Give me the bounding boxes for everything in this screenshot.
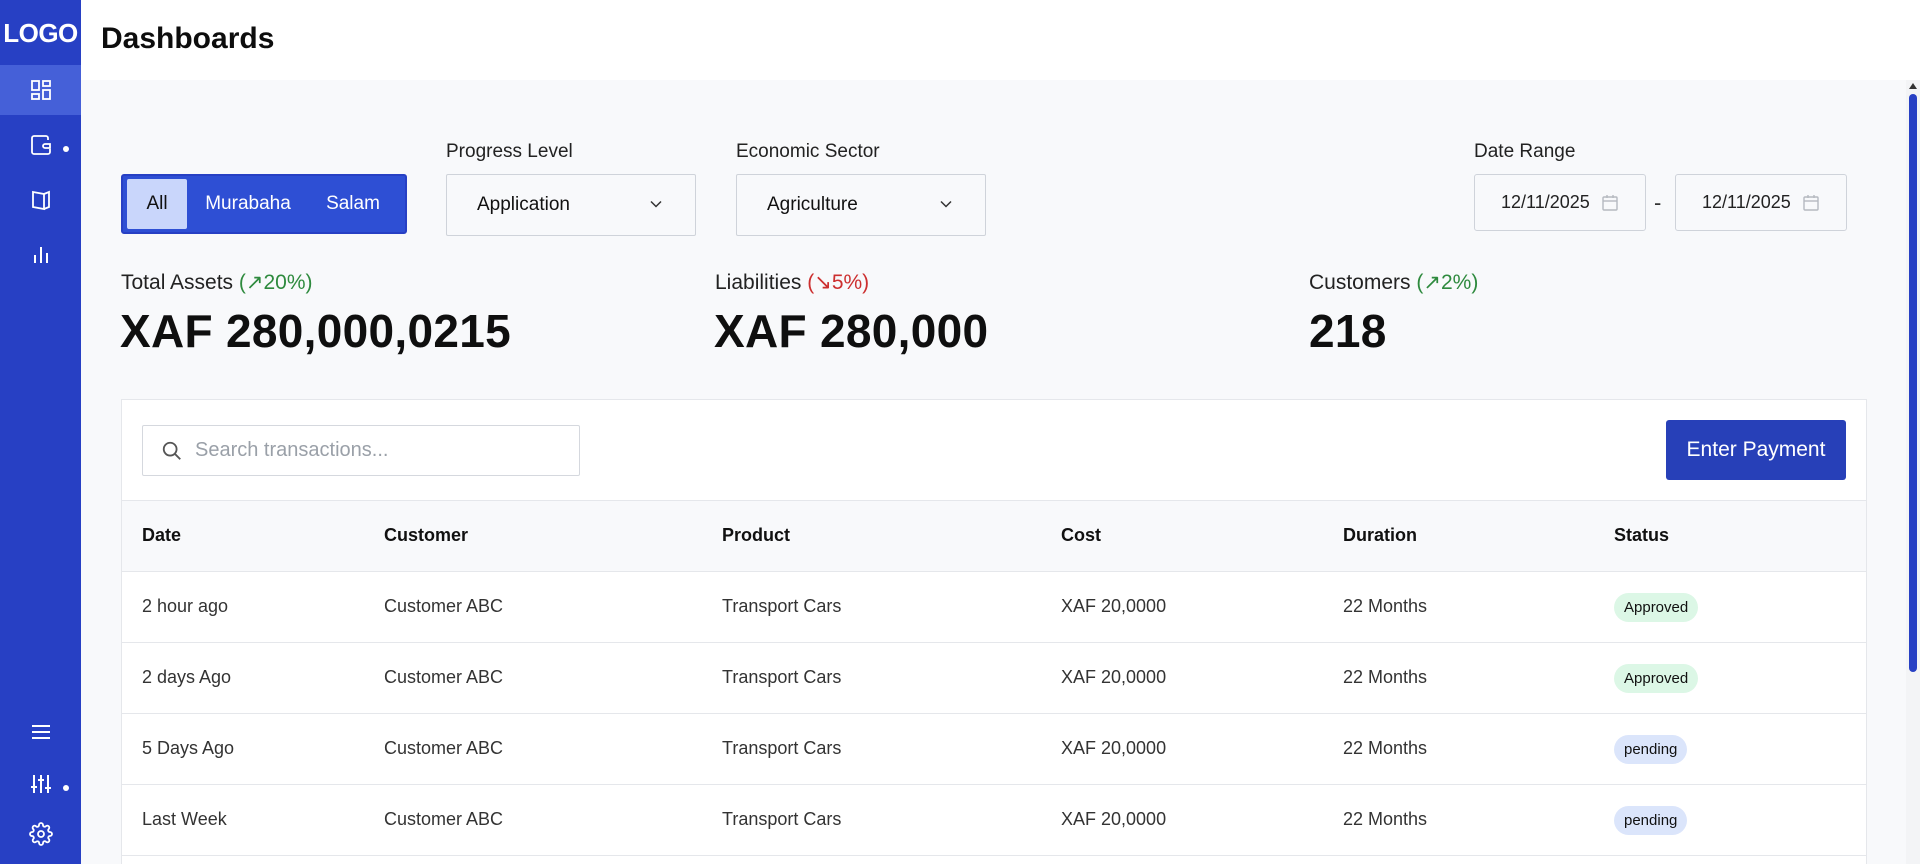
main-content: All Murabaha Salam Progress Level Applic… [81, 80, 1906, 864]
nav-books[interactable] [0, 175, 81, 225]
date-to-value: 12/11/2025 [1702, 192, 1791, 212]
status-badge: pending [1614, 735, 1688, 764]
search-box [142, 425, 580, 476]
stat-customers-value: 218 [1309, 305, 1387, 357]
cell-customer: Customer ABC [384, 667, 504, 687]
stat-label-text: Liabilities [715, 271, 802, 294]
progress-level-label: Progress Level [446, 141, 573, 162]
sliders-icon [30, 775, 51, 793]
page-title: Dashboards [101, 22, 275, 55]
status-badge: pending [1614, 806, 1688, 835]
chevron-down-icon [650, 200, 662, 208]
date-from-input[interactable]: 12/11/2025 [1474, 174, 1646, 231]
vertical-scrollbar[interactable] [1906, 80, 1920, 864]
nav-reports[interactable] [0, 230, 81, 280]
table-header: Date Customer Product Cost Duration Stat… [122, 500, 1866, 572]
cell-customer: Customer ABC [384, 809, 504, 829]
cell-date: 5 Days Ago [142, 738, 235, 758]
calendar-icon [1602, 195, 1618, 211]
table-row[interactable]: 5 Days Ago Customer ABC Transport Cars X… [122, 714, 1866, 785]
gear-icon [28, 822, 53, 846]
column-header-duration[interactable]: Duration [1343, 525, 1417, 545]
economic-sector-select[interactable]: Agriculture [736, 174, 986, 236]
stat-liabilities-label: Liabilities (↘5%) [715, 270, 869, 295]
nav-dashboard[interactable] [0, 65, 81, 115]
table-row[interactable]: 2 days Ago Customer ABC Transport Cars X… [122, 643, 1866, 714]
stat-customers-label: Customers (↗2%) [1309, 270, 1478, 295]
cell-duration: 22 Months [1343, 596, 1428, 616]
date-range-label: Date Range [1474, 141, 1576, 162]
cell-duration: 22 Months [1343, 738, 1428, 758]
product-segment-control: All Murabaha Salam [121, 174, 407, 234]
segment-murabaha[interactable]: Murabaha [205, 193, 291, 214]
stat-change: (↗2%) [1416, 271, 1479, 294]
date-range-separator: - [1654, 190, 1662, 215]
cell-cost: XAF 20,0000 [1061, 809, 1167, 829]
notification-dot [63, 785, 69, 791]
economic-sector-label: Economic Sector [736, 141, 880, 162]
stat-label-text: Customers [1309, 271, 1411, 294]
table-row[interactable]: Last Week Customer ABC Transport Cars XA… [122, 785, 1866, 856]
scroll-up-arrow-icon[interactable] [1909, 83, 1917, 89]
nav-settings[interactable] [0, 809, 81, 859]
stat-total-assets-value: XAF 280,000,0215 [120, 305, 511, 357]
bar-chart-icon [33, 247, 48, 263]
cell-cost: XAF 20,0000 [1061, 667, 1167, 687]
search-icon [162, 441, 181, 460]
search-input[interactable] [195, 439, 555, 462]
cell-duration: 22 Months [1343, 809, 1428, 829]
nav-menu[interactable] [0, 707, 81, 757]
column-header-date[interactable]: Date [142, 525, 182, 545]
menu-icon [31, 725, 50, 739]
transactions-panel: Enter Payment Date Customer Product Cost… [121, 399, 1867, 864]
cell-cost: XAF 20,0000 [1061, 596, 1167, 616]
economic-sector-value: Agriculture [767, 194, 858, 215]
segment-salam[interactable]: Salam [326, 193, 380, 214]
sidebar: LOGO [0, 0, 81, 864]
column-header-product[interactable]: Product [722, 525, 791, 545]
nav-filters[interactable] [0, 759, 81, 809]
cell-product: Transport Cars [722, 738, 842, 758]
column-header-cost[interactable]: Cost [1061, 525, 1101, 545]
cell-product: Transport Cars [722, 596, 842, 616]
chevron-down-icon [940, 200, 952, 208]
status-badge: Approved [1614, 664, 1699, 693]
logo: LOGO [3, 18, 78, 48]
header: Dashboards [81, 0, 1920, 80]
column-header-customer[interactable]: Customer [384, 525, 469, 545]
status-badge: Approved [1614, 593, 1699, 622]
stat-liabilities-value: XAF 280,000 [714, 305, 989, 357]
cell-date: 2 days Ago [142, 667, 232, 687]
cell-cost: XAF 20,0000 [1061, 738, 1167, 758]
progress-level-select[interactable]: Application [446, 174, 696, 236]
table-row[interactable]: 2 hour ago Customer ABC Transport Cars X… [122, 572, 1866, 643]
cell-customer: Customer ABC [384, 596, 504, 616]
cell-date: 2 hour ago [142, 596, 229, 616]
cell-product: Transport Cars [722, 809, 842, 829]
stat-change: (↘5%) [807, 271, 870, 294]
cell-date: Last Week [142, 809, 227, 829]
book-icon [31, 190, 50, 211]
stat-change: (↗20%) [238, 271, 313, 294]
enter-payment-button[interactable]: Enter Payment [1666, 420, 1846, 480]
stat-total-assets-label: Total Assets (↗20%) [121, 270, 313, 295]
calendar-icon [1803, 195, 1819, 211]
segment-all[interactable]: All [127, 179, 187, 229]
cell-duration: 22 Months [1343, 667, 1428, 687]
column-header-status[interactable]: Status [1614, 525, 1670, 545]
scrollbar-thumb[interactable] [1909, 94, 1917, 672]
progress-level-value: Application [477, 194, 570, 215]
dashboard-icon [30, 80, 51, 100]
notification-dot [63, 146, 69, 152]
date-from-value: 12/11/2025 [1501, 192, 1590, 212]
wallet-icon [30, 135, 51, 155]
cell-product: Transport Cars [722, 667, 842, 687]
cell-customer: Customer ABC [384, 738, 504, 758]
date-to-input[interactable]: 12/11/2025 [1675, 174, 1847, 231]
nav-wallet[interactable] [0, 120, 81, 170]
stat-label-text: Total Assets [121, 271, 234, 294]
